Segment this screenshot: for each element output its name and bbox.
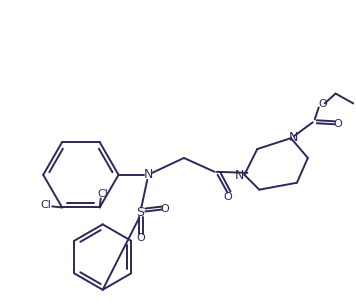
Text: N: N <box>288 131 298 144</box>
Text: O: O <box>333 119 342 129</box>
Text: O: O <box>223 192 232 202</box>
Text: Cl: Cl <box>41 201 52 210</box>
Text: S: S <box>136 206 144 219</box>
Text: N: N <box>143 168 153 181</box>
Text: O: O <box>136 233 145 243</box>
Text: Cl: Cl <box>97 188 108 199</box>
Text: O: O <box>318 99 327 109</box>
Text: N: N <box>235 169 244 182</box>
Text: O: O <box>161 205 169 214</box>
